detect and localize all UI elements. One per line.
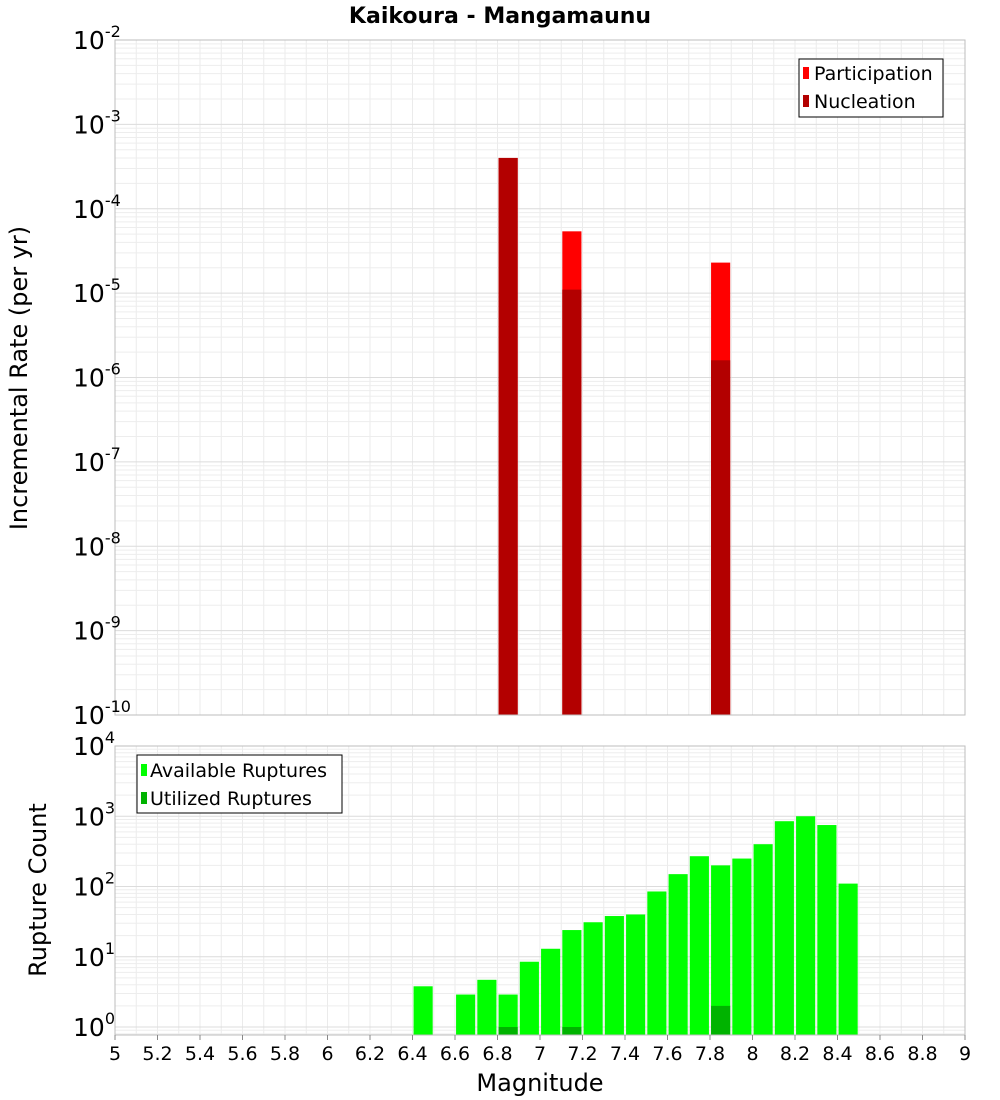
x-tick-label: 6.8 [482, 1043, 512, 1065]
bar-available-ruptures [541, 948, 561, 1035]
bar-available-ruptures [583, 922, 603, 1035]
x-tick-label: 5 [109, 1043, 121, 1065]
x-tick-label: 8 [746, 1043, 758, 1065]
x-tick-label: 8.8 [907, 1043, 937, 1065]
x-tick-label: 6.4 [397, 1043, 427, 1065]
bottom-y-axis-label: Rupture Count [24, 803, 52, 977]
y-tick-label: 103 [73, 798, 115, 831]
chart-title: Kaikoura - Mangamaunu [349, 4, 651, 29]
top-plot-frame [114, 39, 966, 716]
legend-label-available: Available Ruptures [150, 760, 327, 782]
y-tick-label: 10-3 [73, 106, 121, 139]
legend-swatch-available [141, 764, 147, 776]
top-bars [498, 157, 731, 716]
bar-available-ruptures [817, 825, 837, 1035]
x-tick-label: 6.6 [440, 1043, 470, 1065]
y-tick-label: 10-8 [73, 528, 121, 561]
x-tick-label: 8.4 [822, 1043, 852, 1065]
bar-available-ruptures [562, 930, 582, 1035]
bar-nucleation [498, 157, 518, 716]
x-tick-label: 7.6 [652, 1043, 682, 1065]
top-y-axis-label: Incremental Rate (per yr) [5, 226, 33, 530]
bar-nucleation [562, 289, 582, 715]
legend-label-utilized: Utilized Ruptures [150, 788, 312, 810]
bottom-y-ticks: 100 101 102 103 104 [73, 728, 115, 1042]
y-tick-label: 102 [73, 869, 115, 902]
bar-available-ruptures [413, 986, 433, 1035]
legend-swatch-participation [803, 67, 809, 79]
x-tick-label: 7 [534, 1043, 546, 1065]
x-tick-label: 7.2 [567, 1043, 597, 1065]
bar-available-ruptures [711, 865, 731, 1035]
x-tick-label: 7.4 [610, 1043, 640, 1065]
bar-available-ruptures [668, 874, 688, 1035]
bar-available-ruptures [838, 883, 858, 1035]
bar-available-ruptures [477, 979, 497, 1035]
top-grid [114, 39, 966, 716]
bar-available-ruptures [647, 891, 667, 1035]
bottom-legend: Available Ruptures Utilized Ruptures [136, 754, 343, 814]
x-tick-label: 8.6 [865, 1043, 895, 1065]
x-tick-label: 5.8 [270, 1043, 300, 1065]
y-tick-label: 10-7 [73, 444, 121, 477]
x-ticks: 5 5.2 5.4 5.6 5.8 6 6.2 6.4 6.6 6.8 7 7.2 7.4 7.6 7.8 8… [109, 1035, 971, 1065]
legend-swatch-utilized [141, 792, 147, 804]
y-tick-label: 100 [73, 1009, 115, 1042]
legend-label-participation: Participation [814, 63, 933, 85]
bar-nucleation [711, 360, 731, 715]
bar-available-ruptures [604, 916, 624, 1035]
y-tick-label: 104 [73, 728, 115, 761]
bar-available-ruptures [689, 856, 709, 1035]
bar-available-ruptures [732, 858, 752, 1035]
legend-swatch-nucleation [803, 95, 809, 107]
bar-available-ruptures [498, 994, 518, 1035]
x-tick-label: 5.2 [142, 1043, 172, 1065]
bar-available-ruptures [456, 994, 476, 1035]
y-tick-label: 10-4 [73, 191, 121, 224]
bottom-bars [413, 816, 858, 1035]
top-legend: Participation Nucleation [798, 58, 944, 118]
y-tick-label: 10-10 [73, 697, 131, 730]
x-tick-label: 5.4 [185, 1043, 215, 1065]
bar-available-ruptures [626, 914, 646, 1035]
x-tick-label: 7.8 [695, 1043, 725, 1065]
x-tick-label: 9 [959, 1043, 971, 1065]
y-tick-label: 10-5 [73, 275, 121, 308]
y-tick-label: 10-2 [73, 22, 121, 55]
legend-label-nucleation: Nucleation [814, 91, 916, 113]
top-y-ticks: 10-10 10-9 10-8 10-7 10-6 10-5 10-4 10-3 10-2 [73, 22, 131, 730]
x-tick-label: 6.2 [355, 1043, 385, 1065]
bar-utilized-ruptures [562, 1027, 582, 1035]
top-legend-box [798, 58, 944, 118]
y-tick-label: 10-6 [73, 360, 121, 393]
bar-available-ruptures [796, 816, 816, 1035]
bar-utilized-ruptures [498, 1027, 518, 1035]
y-tick-label: 10-9 [73, 613, 121, 646]
bar-available-ruptures [519, 961, 539, 1035]
bottom-legend-box [136, 754, 343, 814]
bar-available-ruptures [774, 821, 794, 1035]
x-tick-label: 5.6 [227, 1043, 257, 1065]
x-axis-label: Magnitude [476, 1069, 603, 1097]
bar-utilized-ruptures [711, 1005, 731, 1035]
x-tick-label: 6 [321, 1043, 333, 1065]
bar-available-ruptures [753, 844, 773, 1035]
x-tick-label: 8.2 [780, 1043, 810, 1065]
y-tick-label: 101 [73, 939, 115, 972]
